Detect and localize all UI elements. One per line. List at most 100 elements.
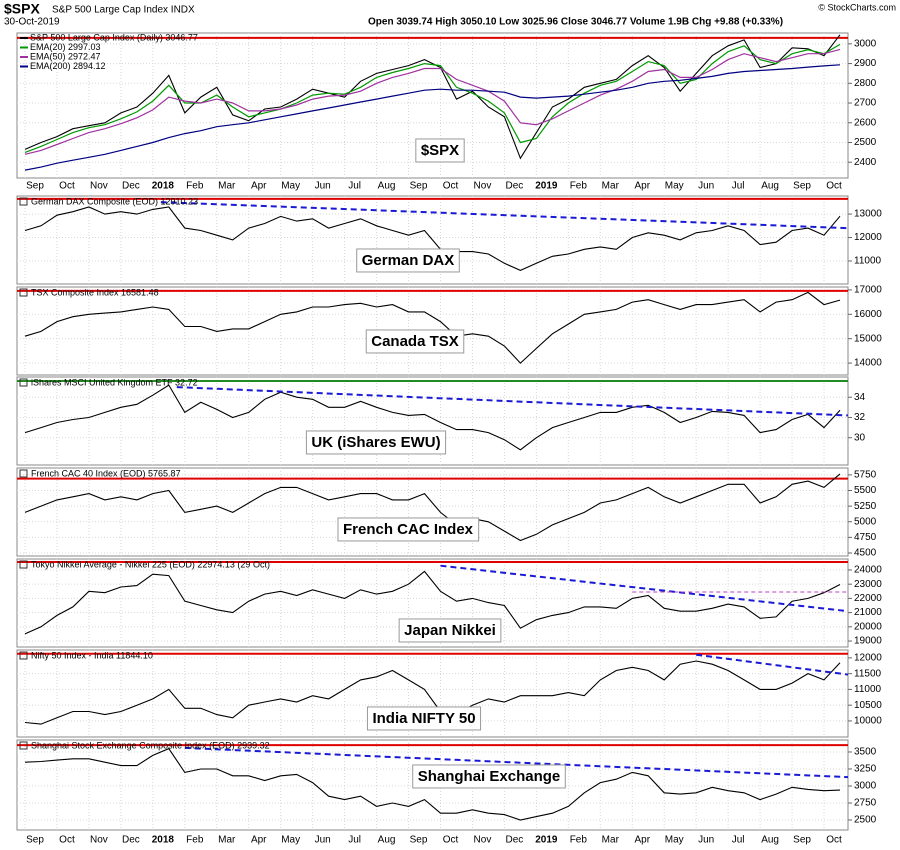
y-tick-label: 11000 [854, 256, 882, 267]
y-tick-label: 5250 [854, 501, 877, 512]
trend-line [696, 653, 848, 676]
panel-label: Japan Nikkei [404, 622, 496, 639]
y-tick-label: 34 [854, 392, 866, 403]
price-line [24, 48, 841, 155]
x-tick-label: Sep [26, 181, 44, 192]
y-tick-label: 30 [854, 432, 866, 443]
y-tick-label: 11500 [854, 668, 882, 679]
x-tick-label: Oct [59, 835, 75, 846]
panel-label-box [356, 248, 460, 273]
y-tick-label: 10000 [854, 716, 882, 727]
y-tick-label: 24000 [854, 565, 882, 576]
y-tick-label: 22000 [854, 593, 882, 604]
panel-label: $SPX [421, 142, 459, 159]
x-tick-label: Aug [761, 181, 779, 192]
x-tick-label: Aug [378, 181, 396, 192]
x-tick-label: Jun [315, 835, 331, 846]
x-tick-label: Oct [59, 181, 75, 192]
x-tick-label: Mar [218, 835, 236, 846]
x-tick-label: Sep [410, 181, 428, 192]
panel-label-box [366, 706, 482, 731]
panel-label-box [412, 764, 566, 789]
x-tick-label: Nov [474, 181, 492, 192]
x-tick-label: Feb [186, 835, 204, 846]
x-tick-label: Dec [506, 181, 524, 192]
x-tick-label: Jun [698, 835, 714, 846]
y-tick-label: 19000 [854, 636, 882, 647]
x-tick-label: Nov [474, 835, 492, 846]
legend-entry: S&P 500 Large Cap Index (Daily) 3046.77 [30, 32, 198, 42]
price-line [24, 747, 841, 821]
title-icon [19, 378, 28, 387]
y-tick-label: 4750 [854, 532, 877, 543]
y-tick-label: 2800 [854, 78, 877, 89]
y-tick-label: 14000 [854, 358, 882, 369]
x-tick-label: Jun [698, 181, 714, 192]
y-tick-label: 21000 [854, 607, 882, 618]
y-tick-label: 5000 [854, 516, 877, 527]
x-tick-label: Jul [348, 181, 361, 192]
x-tick-label: Feb [570, 181, 588, 192]
y-tick-label: 2900 [854, 58, 877, 69]
panel-frame [16, 558, 849, 648]
trend-line [160, 201, 848, 230]
x-tick-label: Aug [761, 835, 779, 846]
panel-label: German DAX [362, 252, 455, 269]
x-tick-label: May [281, 835, 300, 846]
x-tick-label: Dec [122, 181, 140, 192]
panel-frame [16, 467, 849, 557]
legend-entry: EMA(200) 2894.12 [30, 61, 106, 71]
x-tick-label: Jul [732, 835, 745, 846]
quote: Open 3039.74 High 3050.10 Low 3025.96 Cl… [368, 17, 783, 28]
x-tick-label: Feb [570, 835, 588, 846]
panel-label: Canada TSX [371, 333, 459, 350]
y-tick-label: 5750 [854, 470, 877, 481]
y-tick-label: 3000 [854, 38, 877, 49]
y-tick-label: 5500 [854, 485, 877, 496]
price-line [24, 570, 841, 635]
panel-label: French CAC Index [343, 521, 474, 538]
x-tick-label: Apr [251, 181, 267, 192]
y-tick-label: 2600 [854, 117, 877, 128]
x-tick-label: Jun [315, 181, 331, 192]
panel-label: Shanghai Exchange [418, 768, 561, 785]
y-tick-label: 4500 [854, 548, 877, 559]
panel-label: UK (iShares EWU) [311, 434, 440, 451]
y-tick-label: 11000 [854, 684, 882, 695]
x-tick-label: May [665, 181, 684, 192]
y-tick-label: 3500 [854, 747, 877, 758]
trend-line [184, 746, 848, 779]
panel-title: German DAX Composite (EOD) 12910.23 [31, 196, 198, 206]
x-tick-label: 2019 [535, 835, 558, 846]
panel-title: French CAC 40 Index (EOD) 5765.87 [31, 468, 181, 478]
x-tick-label: Mar [602, 835, 620, 846]
trend-line [440, 564, 848, 613]
panel-label-box [415, 138, 465, 163]
title-icon [19, 469, 28, 478]
x-tick-label: Apr [251, 835, 267, 846]
legend-entry: EMA(50) 2972.47 [30, 51, 101, 61]
price-line [24, 206, 841, 272]
y-tick-label: 10500 [854, 700, 882, 711]
x-tick-label: Oct [443, 181, 459, 192]
x-tick-label: Apr [634, 835, 650, 846]
price-line [24, 660, 841, 725]
y-tick-label: 12000 [854, 653, 882, 664]
title-icon [19, 197, 28, 206]
panel-title: Shanghai Stock Exchange Composite Index … [31, 740, 270, 750]
x-tick-label: Oct [826, 181, 842, 192]
symbol-name: S&P 500 Large Cap Index INDX [52, 5, 195, 16]
panel-title: iShares MSCI United Kingdom ETF 32.72 [31, 377, 198, 387]
credit: © StockCharts.com [818, 2, 896, 12]
symbol: $SPX [4, 1, 40, 17]
panel-title: Tokyo Nikkei Average - Nikkei 225 (EOD) … [31, 559, 270, 569]
y-tick-label: 17000 [854, 285, 882, 296]
title-icon [19, 741, 28, 750]
y-tick-label: 13000 [854, 209, 882, 220]
y-tick-label: 23000 [854, 579, 882, 590]
panel-title: Nifty 50 Index - India 11844.10 [31, 650, 153, 660]
price-line [24, 64, 841, 171]
panel-label: India NIFTY 50 [372, 710, 475, 727]
panel-label-box [365, 329, 465, 354]
